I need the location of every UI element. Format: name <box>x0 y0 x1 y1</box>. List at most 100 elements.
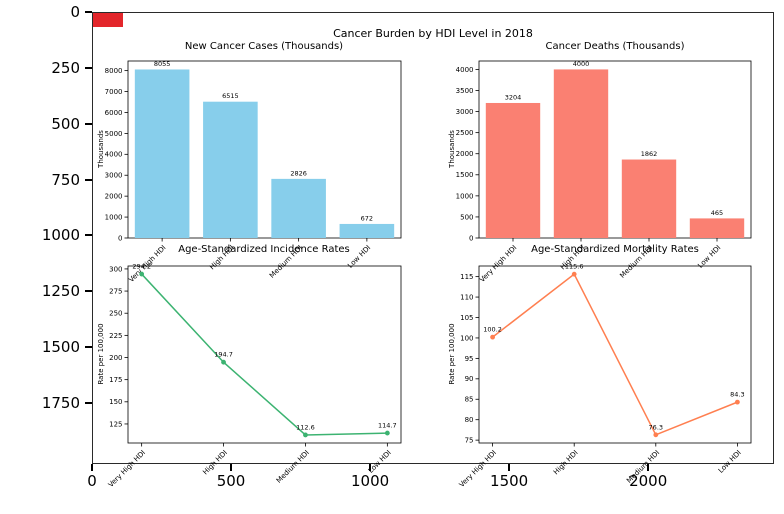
bar-value-label: 4000 <box>573 60 590 68</box>
outer-y-tick-mark <box>85 346 92 349</box>
y-tick-label: 80 <box>465 416 474 424</box>
y-tick-label: 2000 <box>105 193 123 201</box>
outer-x-tick-mark <box>91 464 93 471</box>
y-axis-label-cancer-deaths: Thousands <box>448 130 456 168</box>
bar <box>271 178 326 238</box>
axes-spines <box>127 265 402 444</box>
y-tick-label: 3000 <box>456 108 474 116</box>
data-point <box>571 271 577 277</box>
bar <box>621 159 677 238</box>
bar-value-label: 6515 <box>222 92 239 100</box>
outer-x-tick-label: 500 <box>216 472 246 490</box>
outer-y-tick-label: 500 <box>51 114 80 133</box>
outer-y-tick-label: 1250 <box>41 282 80 301</box>
outer-y-tick-label: 0 <box>70 3 80 21</box>
data-point <box>490 334 495 340</box>
outer-y-tick-mark <box>85 402 92 405</box>
outer-x-tick-mark <box>230 464 233 471</box>
outer-x-tick-mark <box>508 464 511 471</box>
x-tick-label: Medium HDI <box>625 449 661 485</box>
bar <box>339 223 395 238</box>
bar <box>689 218 745 238</box>
chart-title-cancer-deaths: Cancer Deaths (Thousands) <box>545 41 685 52</box>
x-tick-label: High HDI <box>201 449 229 477</box>
bar <box>203 101 258 238</box>
point-value-label: 294.2 <box>132 263 151 271</box>
y-tick-label: 2500 <box>456 129 474 137</box>
y-tick-label: 6000 <box>105 109 123 117</box>
point-value-label: 115.6 <box>565 263 584 271</box>
data-point <box>221 359 226 365</box>
line-series <box>492 273 738 436</box>
y-tick-label: 200 <box>109 354 122 362</box>
data-point <box>303 432 308 438</box>
bar <box>134 69 190 238</box>
y-axis-label-incidence-rates: Rate per 100,000 <box>97 323 105 385</box>
x-tick-label: Low HDI <box>367 449 393 475</box>
bar-value-label: 3204 <box>505 93 522 101</box>
bar-value-label: 8055 <box>154 60 171 68</box>
y-tick-label: 150 <box>109 398 122 406</box>
bar <box>485 102 541 238</box>
x-tick-label: High HDI <box>552 449 580 477</box>
point-value-label: 76.3 <box>649 423 663 431</box>
data-point <box>384 430 390 436</box>
y-tick-label: 75 <box>465 437 474 445</box>
x-tick-label: Low HDI <box>717 449 743 475</box>
chart-title-mortality-rates: Age-Standardized Mortality Rates <box>531 244 699 255</box>
outer-y-tick-mark <box>85 122 92 125</box>
point-value-label: 194.7 <box>214 351 233 359</box>
axes-spines <box>478 265 752 444</box>
bar-value-label: 465 <box>711 209 723 217</box>
y-tick-label: 110 <box>460 293 473 301</box>
data-point <box>653 432 659 438</box>
y-tick-label: 4000 <box>456 66 474 74</box>
y-tick-label: 95 <box>465 355 474 363</box>
y-tick-label: 225 <box>109 332 122 340</box>
y-tick-label: 0 <box>469 234 473 242</box>
y-tick-label: 115 <box>460 273 473 281</box>
axes-spines <box>478 60 752 239</box>
y-tick-label: 175 <box>109 376 122 384</box>
outer-x-tick-label: 1000 <box>351 472 390 490</box>
outer-y-tick-label: 1750 <box>41 394 80 413</box>
y-tick-label: 1000 <box>456 192 474 200</box>
y-tick-label: 5000 <box>105 130 123 138</box>
y-tick-label: 7000 <box>105 88 123 96</box>
x-tick-label: Very High HDI <box>107 449 147 489</box>
outer-y-tick-mark <box>85 11 92 13</box>
y-tick-label: 90 <box>465 375 474 383</box>
y-tick-label: 4000 <box>105 151 123 159</box>
chart-title-incidence-rates: Age-Standardized Incidence Rates <box>178 244 350 255</box>
y-tick-label: 3500 <box>456 87 474 95</box>
point-value-label: 100.2 <box>483 326 502 334</box>
y-tick-label: 100 <box>460 334 473 342</box>
data-point <box>139 271 145 277</box>
outer-x-tick-label: 1500 <box>490 472 529 490</box>
red-rectangle <box>93 13 123 27</box>
y-tick-label: 125 <box>109 420 122 428</box>
y-tick-label: 3000 <box>105 172 123 180</box>
y-axis-label-new-cancer-cases: Thousands <box>97 130 105 168</box>
y-tick-label: 1000 <box>105 213 123 221</box>
y-tick-label: 0 <box>118 234 122 242</box>
y-tick-label: 2000 <box>456 150 474 158</box>
y-tick-label: 275 <box>109 287 122 295</box>
point-value-label: 84.3 <box>730 391 744 399</box>
figure-suptitle: Cancer Burden by HDI Level in 2018 <box>333 27 533 40</box>
y-tick-label: 85 <box>465 396 474 404</box>
line-series <box>141 273 388 436</box>
y-tick-label: 1500 <box>456 171 474 179</box>
y-tick-label: 8000 <box>105 67 123 75</box>
bar-value-label: 1862 <box>641 150 658 158</box>
outer-y-tick-label: 750 <box>51 170 80 189</box>
y-tick-label: 500 <box>460 213 473 221</box>
outer-y-tick-label: 1500 <box>41 338 80 357</box>
chart-title-new-cancer-cases: New Cancer Cases (Thousands) <box>184 41 344 52</box>
axes-spines <box>127 60 402 239</box>
outer-y-tick-mark <box>85 234 92 237</box>
outer-y-tick-label: 250 <box>51 58 80 77</box>
x-tick-label: Medium HDI <box>275 449 311 485</box>
